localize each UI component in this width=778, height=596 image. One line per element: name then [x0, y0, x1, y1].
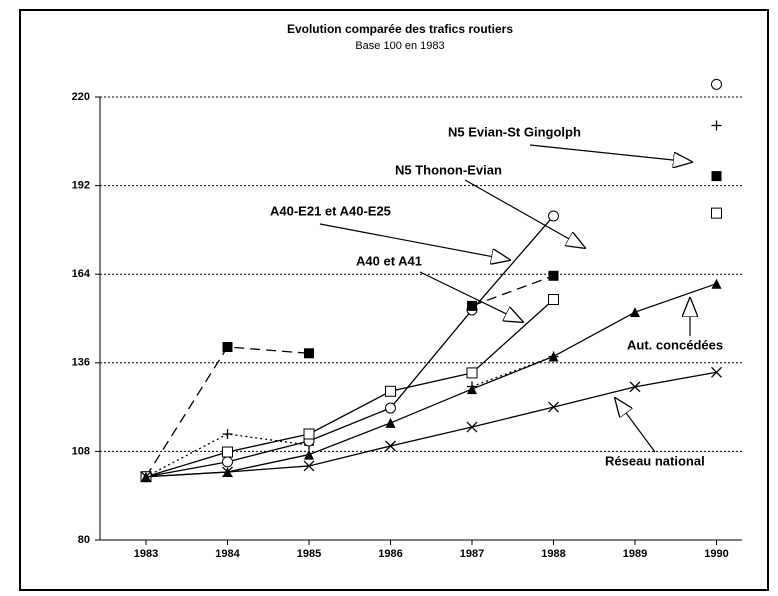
marker [629, 381, 641, 393]
marker [467, 384, 477, 395]
annotation: N5 Evian-St Gingolph [448, 124, 581, 139]
series-line [145, 215, 554, 478]
marker [222, 456, 233, 468]
annotation: A40-E21 et A40-E25 [270, 203, 391, 218]
marker [222, 446, 233, 458]
annotation: Réseau national [605, 453, 705, 468]
annotation: A40 et A41 [356, 253, 422, 268]
annotation: N5 Thonon-Evian [395, 162, 502, 177]
marker [548, 294, 559, 306]
marker [711, 78, 722, 90]
marker [548, 401, 559, 413]
y-tick-label: 108 [72, 445, 90, 457]
marker [304, 449, 314, 460]
marker [548, 351, 559, 362]
marker [303, 428, 315, 440]
y-tick-label: 164 [72, 268, 91, 280]
chart-title: Evolution comparée des trafics routiers [287, 22, 513, 36]
y-tick-label: 192 [72, 180, 90, 192]
x-tick-label: 1987 [460, 548, 484, 560]
series-line [145, 299, 554, 478]
x-tick-label: 1985 [297, 548, 321, 560]
marker [140, 471, 152, 483]
series-line [471, 275, 554, 307]
marker [222, 428, 233, 439]
x-tick-label: 1986 [378, 548, 402, 560]
annotation: Aut. concédées [627, 337, 723, 352]
arrows [319, 144, 692, 453]
arrow [419, 271, 523, 322]
frame [19, 9, 769, 591]
marker [466, 367, 478, 379]
chart-subtitle: Base 100 en 1983 [355, 40, 444, 52]
x-tick-label: 1983 [134, 548, 158, 560]
marker [711, 366, 722, 378]
marker [711, 207, 722, 219]
y-tick-label: 80 [78, 534, 90, 546]
marker [548, 270, 559, 281]
series-line [145, 283, 717, 478]
marker [222, 466, 233, 478]
marker [711, 120, 722, 131]
arrow [529, 144, 692, 162]
marker [304, 348, 314, 359]
marker [467, 300, 477, 311]
marker [466, 421, 478, 433]
marker [385, 402, 396, 414]
marker [711, 278, 722, 289]
marker [303, 460, 315, 472]
y-tick-label: 136 [72, 357, 90, 369]
y-tick-label: 220 [72, 91, 90, 103]
marker [385, 440, 396, 452]
marker [630, 307, 640, 318]
marker [711, 171, 722, 182]
arrow [319, 223, 510, 260]
x-tick-label: 1989 [623, 548, 647, 560]
x-tick-label: 1984 [215, 548, 240, 560]
series-line [145, 371, 717, 478]
arrow [615, 398, 656, 453]
arrow [464, 179, 585, 248]
marker [222, 341, 233, 352]
series-line [145, 433, 310, 478]
marker [548, 210, 559, 222]
marker [385, 385, 396, 397]
x-tick-label: 1988 [541, 548, 565, 560]
x-tick-label: 1990 [704, 548, 728, 560]
marker [385, 417, 396, 428]
